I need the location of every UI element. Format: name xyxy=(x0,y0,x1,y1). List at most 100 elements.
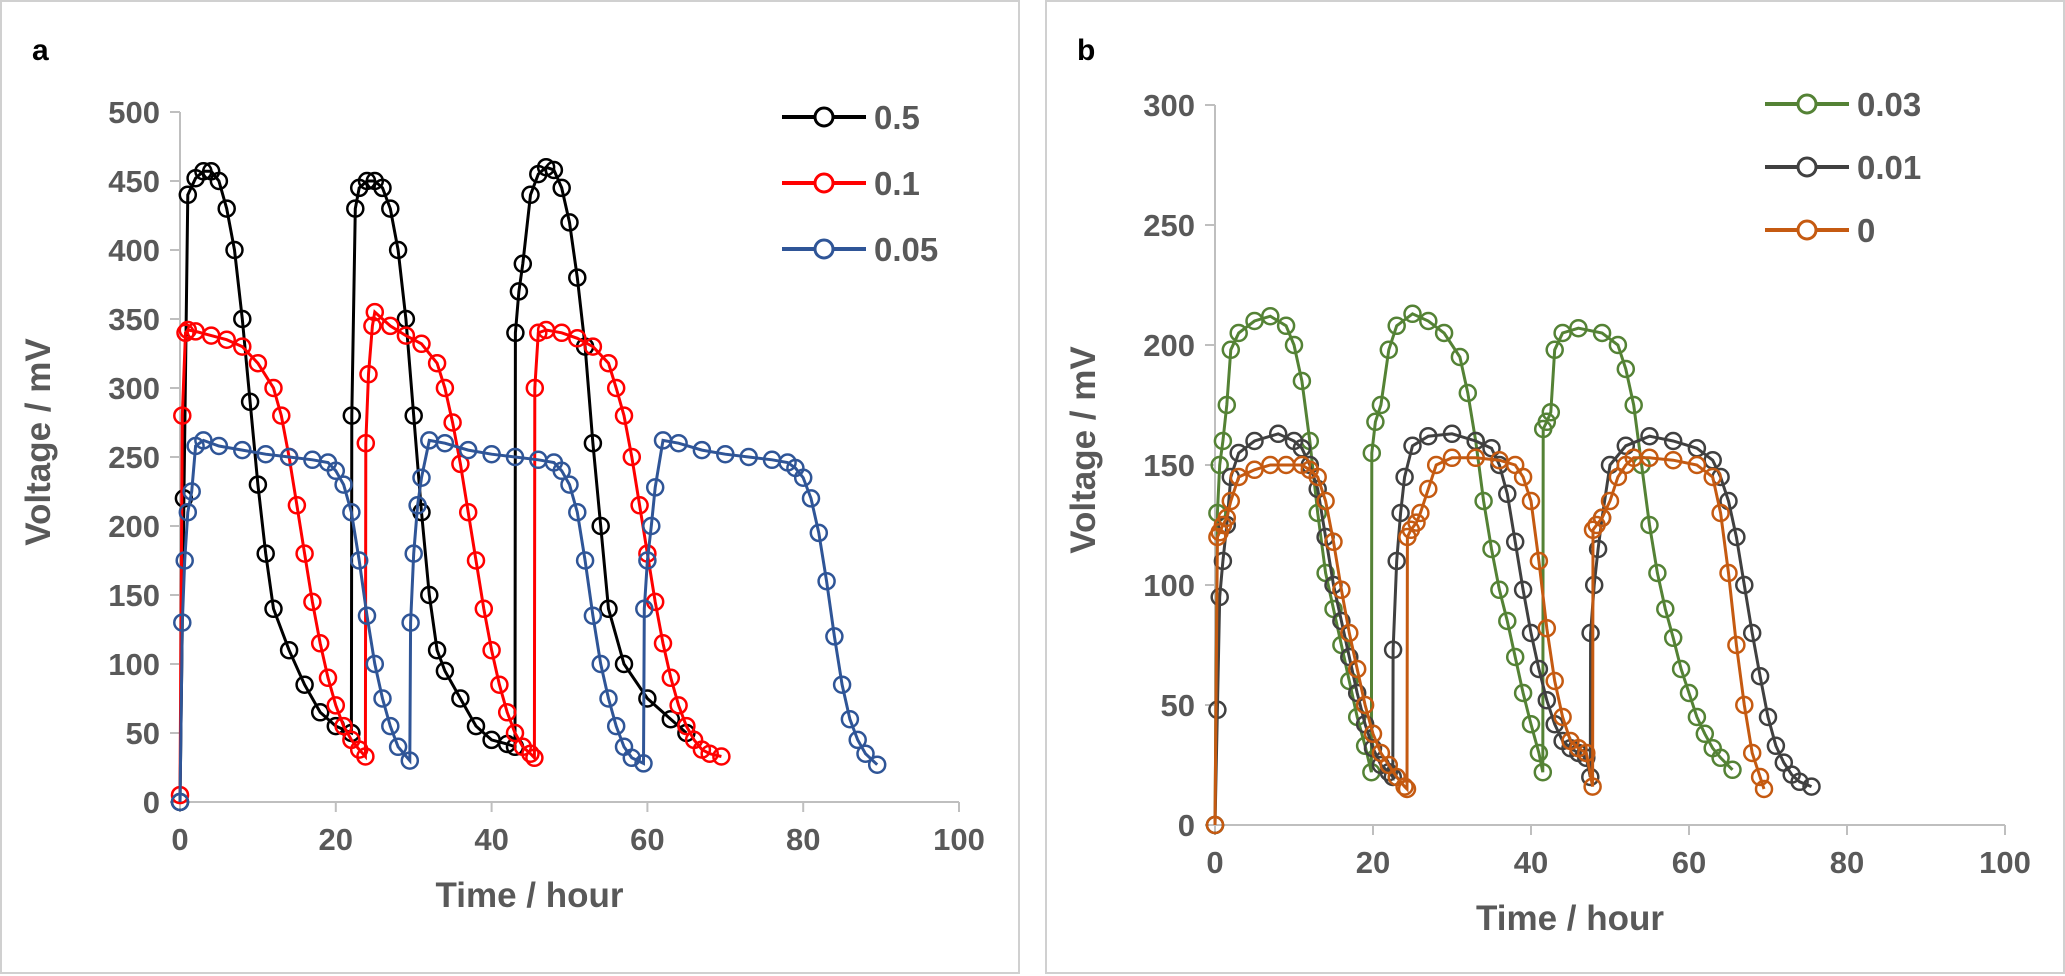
data-point xyxy=(1640,448,1659,468)
data-point xyxy=(356,433,376,453)
data-point xyxy=(482,444,501,464)
data-point xyxy=(1802,777,1821,796)
y-tick-label: 150 xyxy=(1143,448,1195,483)
series-line xyxy=(178,309,722,796)
data-point xyxy=(381,716,400,736)
data-point xyxy=(1758,707,1778,727)
x-tick-label: 0 xyxy=(171,822,188,857)
data-point xyxy=(1624,395,1643,415)
data-point xyxy=(634,754,653,773)
data-point xyxy=(318,668,338,688)
data-point xyxy=(1663,431,1683,451)
data-point xyxy=(401,613,420,632)
data-point xyxy=(1411,503,1430,523)
data-point xyxy=(552,178,571,198)
data-point xyxy=(614,406,634,425)
data-point xyxy=(1213,551,1233,571)
data-point xyxy=(458,440,478,460)
data-point xyxy=(170,792,190,812)
data-point xyxy=(521,185,540,205)
data-point xyxy=(1656,599,1675,619)
data-point xyxy=(404,406,423,425)
y-tick-label: 0 xyxy=(143,785,160,820)
data-point xyxy=(1332,580,1351,600)
data-point xyxy=(349,551,369,570)
legend-marker xyxy=(1796,219,1818,241)
data-point xyxy=(404,544,423,563)
data-point xyxy=(1537,412,1557,432)
data-point xyxy=(817,571,836,591)
data-point xyxy=(310,634,330,653)
data-point xyxy=(832,675,852,694)
data-point xyxy=(466,551,486,570)
data-point xyxy=(1261,306,1280,326)
data-point xyxy=(638,689,657,708)
chart-panel-b: b 0 50 100 150 200 250 300 0 20 40 60 80 100 Time / ho… xyxy=(1045,0,2065,974)
data-point xyxy=(178,320,198,340)
data-point xyxy=(575,551,595,570)
data-point xyxy=(1513,683,1533,703)
data-point xyxy=(1529,551,1549,571)
data-point xyxy=(1583,520,1603,540)
y-tick-label: 100 xyxy=(108,647,160,682)
data-point xyxy=(1553,707,1572,727)
data-point xyxy=(412,468,431,487)
data-point xyxy=(310,703,330,722)
data-point xyxy=(1419,426,1438,446)
data-point xyxy=(388,240,408,260)
data-point xyxy=(638,551,657,570)
data-point xyxy=(1679,683,1699,703)
data-point xyxy=(622,447,642,467)
data-point xyxy=(1583,777,1602,796)
data-point xyxy=(458,502,478,522)
data-point xyxy=(1663,628,1683,648)
data-point xyxy=(583,606,603,625)
legend-marker xyxy=(813,106,835,128)
y-axis-title: Voltage / mV xyxy=(1064,346,1103,554)
data-point xyxy=(1403,304,1422,324)
data-point xyxy=(217,330,236,349)
x-tick-label: 40 xyxy=(1514,845,1548,880)
data-point xyxy=(840,709,860,729)
data-point xyxy=(521,744,540,763)
data-point xyxy=(365,302,385,322)
legend-label: 0.5 xyxy=(874,99,920,136)
chart-panel-a: a 0 50 100 150 200 250 300 350 400 450 500 0 20 40 60 80… xyxy=(0,0,1020,974)
data-point xyxy=(1316,491,1335,511)
data-point xyxy=(1205,815,1225,835)
data-point xyxy=(1442,424,1462,444)
data-point xyxy=(599,353,618,373)
data-point xyxy=(661,668,681,688)
data-point xyxy=(363,316,382,336)
data-point xyxy=(513,254,533,274)
data-point xyxy=(677,716,696,736)
y-tick-label: 150 xyxy=(108,578,160,613)
x-tick-label: 100 xyxy=(933,822,985,857)
x-tick-label: 20 xyxy=(1356,845,1390,880)
data-point xyxy=(233,440,252,460)
panel-letter: b xyxy=(1077,34,1095,67)
data-point xyxy=(739,447,758,467)
legend-label: 0.1 xyxy=(874,165,920,202)
data-point xyxy=(497,703,517,722)
data-point xyxy=(1498,611,1517,631)
data-point xyxy=(635,599,654,619)
data-point xyxy=(552,461,571,481)
data-point xyxy=(1371,395,1391,415)
data-point xyxy=(1395,777,1414,796)
data-point xyxy=(1616,359,1636,379)
x-axis-title: Time / hour xyxy=(1476,899,1664,938)
data-point xyxy=(1719,563,1738,583)
data-point xyxy=(365,654,385,674)
data-point xyxy=(591,516,610,536)
data-point xyxy=(1545,671,1564,691)
data-point xyxy=(1490,580,1509,600)
data-point xyxy=(1671,659,1691,679)
data-point xyxy=(1742,623,1762,643)
data-point xyxy=(482,640,501,660)
data-point xyxy=(1245,431,1264,451)
data-point xyxy=(505,447,525,467)
data-point xyxy=(1727,635,1746,655)
data-point xyxy=(256,444,275,464)
data-point xyxy=(1640,426,1659,446)
